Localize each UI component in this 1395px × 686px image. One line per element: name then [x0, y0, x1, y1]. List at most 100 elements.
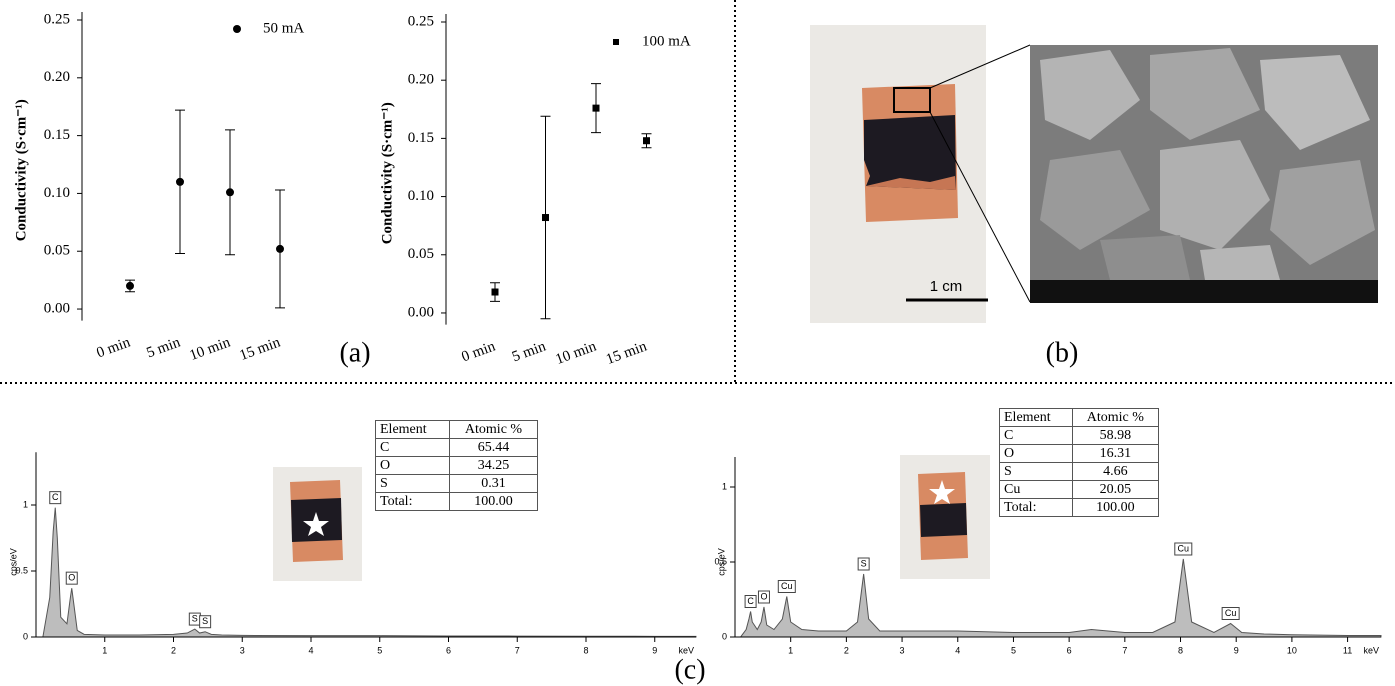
- peak-label-box: [199, 615, 212, 629]
- legend-label: 100 mA: [642, 33, 691, 49]
- legend-marker: [613, 39, 619, 45]
- x-tick-label: 3: [900, 645, 905, 655]
- y-tick-label: 0.00: [408, 304, 434, 320]
- table-cell: 16.31: [1071, 444, 1160, 463]
- table-cell: C: [374, 438, 451, 457]
- sem-image: [1030, 45, 1378, 303]
- point: [542, 214, 549, 222]
- table: Element Atomic % C 58.98 O 16.31 S 4.66 Cu 20.05 T…: [999, 408, 1160, 517]
- x-tick-label: 4: [955, 645, 960, 655]
- y-axis-label: cps/eV: [716, 548, 726, 576]
- peak-label: C: [52, 492, 59, 502]
- y-tick-label: 1: [722, 481, 727, 491]
- y-tick-label: 0.20: [44, 69, 70, 85]
- table-row: Total: 100.00: [374, 492, 538, 511]
- x-tick-label: 8: [583, 645, 588, 655]
- y-tick-label: 0.5: [15, 565, 28, 575]
- table-cell: 58.98: [1071, 426, 1160, 445]
- spectrum: [739, 558, 1382, 638]
- legend-marker: [233, 25, 241, 33]
- peak-label-box: [1221, 607, 1240, 620]
- point: [491, 288, 499, 296]
- x-tick-label: 9: [652, 645, 657, 655]
- y-tick-label: 0.15: [408, 130, 434, 146]
- table-cell: Atomic %: [1071, 408, 1160, 427]
- peak-label-box: [857, 557, 870, 571]
- peak-label-box: [744, 595, 757, 608]
- x-tick-label: 5: [1011, 645, 1016, 655]
- x-tick-label: 10: [1287, 645, 1297, 655]
- table-cell: 100.00: [449, 492, 538, 511]
- table-row: C 65.44: [374, 438, 538, 457]
- table-cell: 100.00: [1071, 498, 1160, 517]
- x-tick-label: 0 min: [95, 334, 133, 361]
- x-tick-label: 1: [788, 645, 793, 655]
- table-cell: Element: [999, 408, 1073, 427]
- x-axis-label: keV: [1363, 645, 1379, 655]
- table-cell: Total:: [374, 492, 451, 511]
- panel-label: (b): [1046, 337, 1079, 368]
- point: [276, 244, 284, 253]
- legend-label: 50 mA: [263, 20, 304, 36]
- y-tick-label: 0.10: [44, 185, 70, 201]
- table: Element Atomic % C 65.44 O 34.25 S 0.31 Total: 10…: [374, 420, 538, 511]
- table-cell: O: [999, 444, 1073, 463]
- x-tick-label: 3: [240, 645, 245, 655]
- y-tick-label: 0.25: [44, 11, 70, 27]
- y-tick-label: 0.15: [44, 127, 70, 143]
- table-cell: O: [374, 456, 451, 475]
- y-tick-label: 0.20: [408, 72, 434, 88]
- table-cell: Cu: [999, 480, 1073, 499]
- table-row: Cu 20.05: [999, 480, 1160, 499]
- peak-label-box: [49, 491, 62, 505]
- table-cell: Element: [374, 420, 451, 439]
- table-row: O 16.31: [999, 444, 1160, 463]
- y-axis-label: Conductivity (S·cm⁻¹): [379, 102, 395, 244]
- inset-photo: [900, 455, 990, 579]
- peak-label-box: [757, 590, 770, 604]
- point: [226, 188, 234, 197]
- y-tick-label: 0: [722, 631, 727, 641]
- photo: 1 cm: [810, 25, 1031, 323]
- x-tick-label: 15 min: [604, 338, 649, 368]
- y-tick-label: 0: [23, 631, 28, 641]
- table-cell: C: [999, 426, 1073, 445]
- x-tick-label: 2: [844, 645, 849, 655]
- peak-label-box: [777, 580, 796, 593]
- inset-photo: [273, 467, 362, 581]
- peak-label: C: [747, 596, 754, 606]
- y-axis-label: cps/eV: [8, 548, 18, 576]
- table-cell: 4.66: [1071, 462, 1160, 481]
- x-tick-label: 2: [171, 645, 176, 655]
- peak-label: Cu: [781, 581, 793, 591]
- panel-label: (c): [674, 654, 705, 685]
- peak-label: S: [202, 616, 208, 626]
- x-tick-label: 6: [1067, 645, 1072, 655]
- table-cell: 20.05: [1071, 480, 1160, 499]
- table-cell: S: [374, 474, 451, 493]
- table-row: Total: 100.00: [999, 498, 1160, 517]
- table-cell: Atomic %: [449, 420, 538, 439]
- point: [126, 281, 134, 290]
- x-tick-label: 10 min: [554, 338, 599, 368]
- y-tick-label: 0.25: [408, 13, 434, 29]
- peak-label: Cu: [1178, 543, 1190, 553]
- table-row: Element Atomic %: [999, 408, 1160, 427]
- table-cell: Total:: [999, 498, 1073, 517]
- x-tick-label: 7: [1122, 645, 1127, 655]
- x-tick-label: 6: [446, 645, 451, 655]
- scale-bar-label: 1 cm: [930, 278, 963, 295]
- peak-label: Cu: [1225, 608, 1237, 618]
- table-cell: 34.25: [449, 456, 538, 475]
- table-cell: S: [999, 462, 1073, 481]
- x-axis-label: keV: [678, 645, 694, 655]
- peak-label: O: [760, 591, 767, 601]
- point: [176, 177, 184, 186]
- y-tick-label: 0.05: [408, 246, 434, 262]
- table-row: Element Atomic %: [374, 420, 538, 439]
- point: [643, 137, 650, 145]
- x-tick-label: 5 min: [510, 338, 548, 365]
- panel-label: (a): [339, 337, 370, 368]
- x-tick-label: 4: [308, 645, 313, 655]
